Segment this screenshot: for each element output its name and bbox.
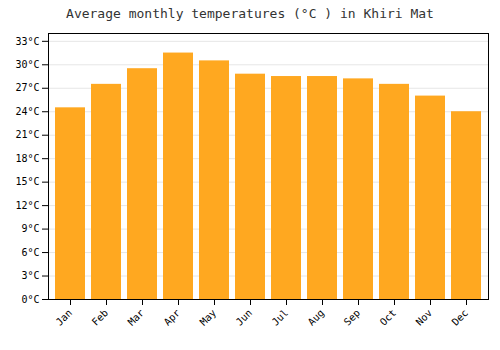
svg-text:Feb: Feb bbox=[90, 307, 111, 328]
svg-text:0°C: 0°C bbox=[21, 294, 39, 305]
svg-text:Mar: Mar bbox=[126, 307, 147, 328]
svg-text:Nov: Nov bbox=[414, 307, 435, 328]
svg-text:May: May bbox=[198, 307, 219, 328]
svg-text:Jun: Jun bbox=[234, 307, 255, 328]
svg-text:24°C: 24°C bbox=[15, 106, 39, 117]
svg-text:Aug: Aug bbox=[306, 307, 327, 328]
html-text:Average monthly temperatures (: Average monthly temperatures (°C ) in Kh… bbox=[66, 6, 434, 21]
svg-text:30°C: 30°C bbox=[15, 59, 39, 70]
svg-text:15°C: 15°C bbox=[15, 176, 39, 187]
svg-text:Oct: Oct bbox=[378, 307, 399, 328]
svg-text:21°C: 21°C bbox=[15, 129, 39, 140]
svg-text:33°C: 33°C bbox=[15, 36, 39, 47]
svg-text:Sep: Sep bbox=[342, 307, 363, 328]
svg-text:18°C: 18°C bbox=[15, 153, 39, 164]
svg-text:Jan: Jan bbox=[54, 307, 75, 328]
svg-text:9°C: 9°C bbox=[21, 223, 39, 234]
svg-text:12°C: 12°C bbox=[15, 200, 39, 211]
svg-text:3°C: 3°C bbox=[21, 270, 39, 281]
svg-text:6°C: 6°C bbox=[21, 247, 39, 258]
svg-text:Jul: Jul bbox=[270, 307, 291, 328]
svg-text:Apr: Apr bbox=[162, 307, 183, 328]
svg-text:27°C: 27°C bbox=[15, 82, 39, 93]
svg-text:Dec: Dec bbox=[450, 307, 471, 328]
